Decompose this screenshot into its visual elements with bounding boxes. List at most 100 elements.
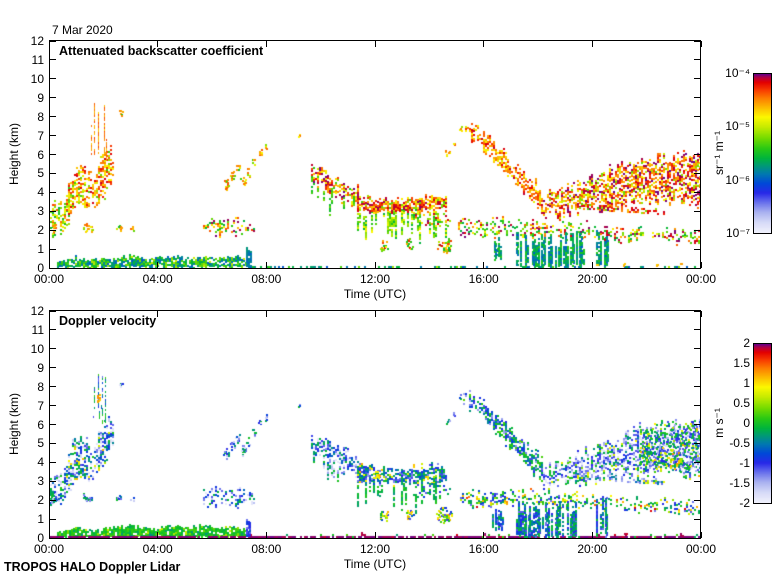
x-tick xyxy=(265,532,267,538)
x-tick xyxy=(591,262,593,268)
y-tick xyxy=(50,210,56,212)
y-tick xyxy=(50,154,56,155)
y-tick-label: 12 xyxy=(30,34,44,48)
y-tick-label: 7 xyxy=(37,398,44,413)
y-tick xyxy=(50,191,56,193)
y-tick xyxy=(50,537,56,539)
y-tick-label: 2 xyxy=(37,223,44,238)
x-tick xyxy=(483,262,485,268)
velocity-title: Doppler velocity xyxy=(59,314,157,328)
y-tick-label: 4 xyxy=(37,185,44,200)
x-tick xyxy=(591,311,593,317)
x-tick xyxy=(265,311,267,317)
y-tick-label: 1 xyxy=(37,242,44,257)
velocity-heatmap xyxy=(50,311,700,538)
x-tick xyxy=(700,41,702,47)
x-tick xyxy=(48,532,50,538)
x-tick xyxy=(157,311,159,317)
y-tick-label: 3 xyxy=(37,204,44,219)
x-tick-label: 04:00 xyxy=(142,542,173,556)
x-tick-label: 16:00 xyxy=(468,542,499,556)
y-tick xyxy=(50,267,56,269)
backscatter-colorbar-unit: sr⁻¹ m⁻¹ xyxy=(712,131,726,175)
y-tick xyxy=(694,59,700,61)
velocity-colorbar xyxy=(753,343,772,504)
x-tick-label: 12:00 xyxy=(359,542,391,556)
y-tick-label: 6 xyxy=(37,147,44,162)
backscatter-panel: Attenuated backscatter coefficient xyxy=(49,40,701,269)
y-tick-label: 11 xyxy=(31,322,44,337)
y-tick xyxy=(694,191,700,193)
velocity-colorbar-tick-label: -2 xyxy=(739,496,750,510)
x-tick xyxy=(483,311,485,317)
y-tick-label: 1 xyxy=(37,512,44,527)
y-tick xyxy=(50,78,56,80)
y-tick xyxy=(694,424,700,425)
x-tick-label: 08:00 xyxy=(251,542,282,556)
x-tick xyxy=(48,41,50,47)
x-tick xyxy=(265,41,267,47)
y-tick-label: 11 xyxy=(31,52,44,67)
y-tick xyxy=(694,518,700,520)
y-tick-label: 9 xyxy=(37,360,44,375)
x-tick xyxy=(483,41,485,47)
y-tick xyxy=(50,461,56,463)
velocity-colorbar-tick-label: -0.5 xyxy=(729,436,750,450)
y-tick-label: 6 xyxy=(37,417,44,432)
y-tick xyxy=(50,480,56,482)
y-tick xyxy=(50,229,56,231)
x-tick xyxy=(48,262,50,268)
y-tick-label: 3 xyxy=(37,474,44,489)
velocity-colorbar-tick-label: -1 xyxy=(739,456,750,470)
y-tick xyxy=(694,172,700,174)
backscatter-colorbar-tick-label: 10⁻⁶ xyxy=(725,172,750,187)
y-tick xyxy=(50,386,56,388)
y-tick-label: 0 xyxy=(37,261,44,275)
x-tick xyxy=(483,532,485,538)
x-tick xyxy=(48,311,50,317)
y-tick xyxy=(50,405,56,407)
backscatter-colorbar-gradient xyxy=(754,74,771,233)
x-tick-label: 00:00 xyxy=(685,542,717,556)
y-tick xyxy=(50,329,56,331)
velocity-colorbar-tick-label: 2 xyxy=(743,336,750,350)
time-axis-label-bottom: Time (UTC) xyxy=(343,557,407,571)
y-tick-label: 12 xyxy=(30,304,44,318)
y-tick-label: 2 xyxy=(37,493,44,508)
velocity-colorbar-tick-label: 0 xyxy=(743,416,750,430)
y-tick xyxy=(50,348,56,350)
y-tick xyxy=(50,310,56,312)
velocity-colorbar-tick-label: 1.5 xyxy=(733,356,750,370)
velocity-colorbar-tick-label: 0.5 xyxy=(733,396,750,410)
y-tick xyxy=(694,210,700,212)
y-tick xyxy=(694,405,700,407)
x-tick xyxy=(157,262,159,268)
x-tick xyxy=(265,262,267,268)
y-tick xyxy=(694,78,700,80)
y-tick xyxy=(50,40,56,42)
velocity-colorbar-tick-label: -1.5 xyxy=(729,476,750,490)
backscatter-colorbar-tick-label: 10⁻⁷ xyxy=(725,226,750,240)
x-tick-label: 00:00 xyxy=(33,542,65,556)
backscatter-heatmap xyxy=(50,41,700,268)
y-tick xyxy=(694,116,700,118)
y-tick-label: 4 xyxy=(37,455,44,470)
date-label: 7 Mar 2020 xyxy=(52,23,113,37)
velocity-colorbar-gradient xyxy=(754,344,771,503)
y-tick-label: 10 xyxy=(30,71,44,86)
x-tick-label: 16:00 xyxy=(468,272,499,286)
y-tick xyxy=(50,442,56,444)
y-tick-label: 5 xyxy=(37,166,44,181)
y-tick xyxy=(694,386,700,388)
y-tick xyxy=(50,116,56,118)
x-tick xyxy=(700,532,702,538)
y-tick-label: 5 xyxy=(37,436,44,451)
y-tick-label: 0 xyxy=(37,531,44,545)
x-tick-label: 04:00 xyxy=(142,272,173,286)
x-tick-label: 12:00 xyxy=(359,272,391,286)
y-tick xyxy=(694,329,700,331)
backscatter-colorbar xyxy=(753,73,772,234)
y-tick xyxy=(694,480,700,482)
y-tick xyxy=(50,172,56,174)
